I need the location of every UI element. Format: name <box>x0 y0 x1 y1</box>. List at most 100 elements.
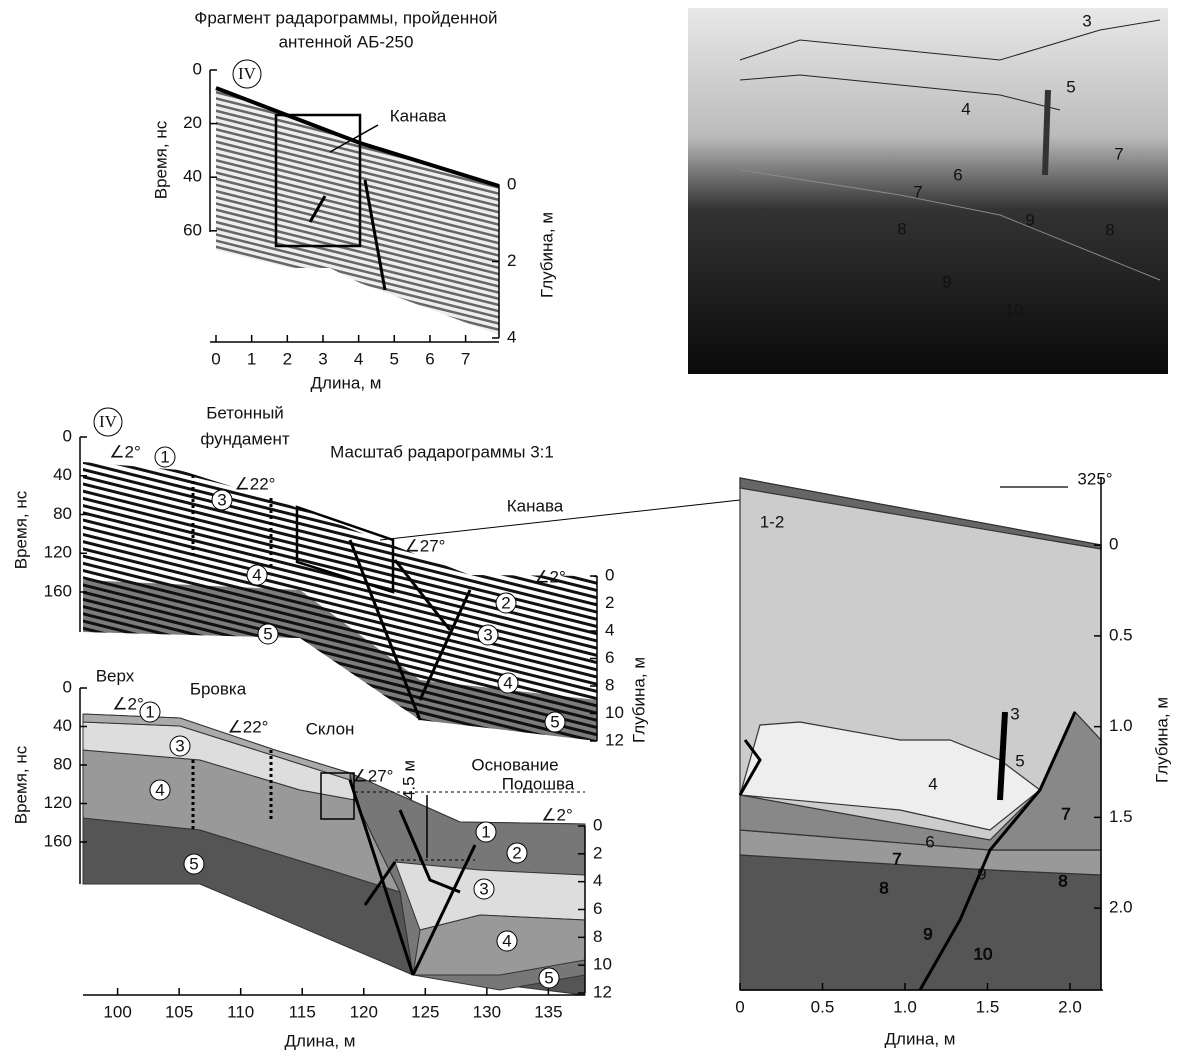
unit-circle <box>211 489 233 511</box>
y-tick-label: 8 <box>593 927 602 946</box>
x-tick-label: 105 <box>165 1002 193 1021</box>
unit-circle <box>139 701 161 723</box>
x-tick-label: 7 <box>461 349 470 368</box>
layer-label: 9 <box>1025 210 1034 229</box>
azimuth-label: 325° <box>1077 469 1112 488</box>
unit-label: 4 <box>503 673 512 692</box>
radargram <box>83 462 741 741</box>
angle-label: ∠2° <box>112 694 144 713</box>
layer-label: 5 <box>1066 77 1075 96</box>
annotation: 4.5 м <box>399 760 418 800</box>
y-tick-label: 10 <box>605 703 624 722</box>
axis-title: Время, нс <box>11 745 30 824</box>
annotation: Канава <box>390 106 447 125</box>
place-label: Верх <box>96 666 135 685</box>
x-tick-label: 2.0 <box>1058 997 1082 1016</box>
angle-label: ∠27° <box>405 536 446 555</box>
angle-label: ∠27° <box>353 766 394 785</box>
x-tick-label: 6 <box>425 349 434 368</box>
unit-label: 4 <box>252 565 261 584</box>
angle-label: ∠2° <box>109 442 141 461</box>
fragment-radargram <box>215 86 500 335</box>
layer-label: 7 <box>1114 144 1123 163</box>
x-tick-label: 135 <box>534 1002 562 1021</box>
y-tick-label: 12 <box>593 982 612 1001</box>
x-tick-label: 130 <box>473 1002 501 1021</box>
place-label: Подошва <box>502 774 575 793</box>
unit-label: 1 <box>160 447 169 466</box>
marker: IV <box>238 64 257 83</box>
axis-title: Глубина, м <box>629 657 648 743</box>
y-tick-label: 160 <box>44 831 72 850</box>
y-tick-label: 40 <box>53 465 72 484</box>
trench-photo <box>688 8 1168 374</box>
unit-circle <box>496 930 518 952</box>
unit-label: 3 <box>479 879 488 898</box>
trench-wall-section <box>738 477 1102 991</box>
layer-label: 9 <box>942 272 951 291</box>
layer-label: 7 <box>892 849 901 868</box>
layer-label: 9 <box>923 924 932 943</box>
title: антенной АБ-250 <box>279 32 414 51</box>
x-tick-label: 4 <box>354 349 363 368</box>
unit-circle <box>246 564 268 586</box>
annotation: Канава <box>507 496 564 515</box>
unit-label: 5 <box>550 712 559 731</box>
y-tick-label: 8 <box>605 675 614 694</box>
layer-label: 4 <box>928 774 937 793</box>
y-tick-label: 2 <box>507 251 516 270</box>
axis-title: Время, нс <box>11 490 30 569</box>
axis-title: Глубина, м <box>1152 697 1171 783</box>
unit-label: 3 <box>175 736 184 755</box>
y-tick-label: 40 <box>183 167 202 186</box>
y-tick-label: 0 <box>63 677 72 696</box>
y-tick-label: 120 <box>44 543 72 562</box>
x-tick-label: 100 <box>103 1002 131 1021</box>
y-tick-label: 40 <box>53 716 72 735</box>
annotation: фундамент <box>200 429 290 448</box>
y-tick-label: 80 <box>53 504 72 523</box>
unit-label: 5 <box>263 624 272 643</box>
unit-label: 2 <box>512 843 521 862</box>
layer-label: 8 <box>897 219 906 238</box>
unit-label: 1 <box>481 822 490 841</box>
x-tick-label: 110 <box>227 1002 254 1021</box>
unit-circle <box>154 446 176 468</box>
axis-title: Глубина, м <box>537 212 556 298</box>
unit-circle <box>257 623 279 645</box>
y-tick-label: 20 <box>183 113 202 132</box>
x-tick-label: 1.0 <box>893 997 917 1016</box>
x-tick-label: 0 <box>735 997 744 1016</box>
angle-label: ∠22° <box>235 474 276 493</box>
unit-label: 5 <box>544 968 553 987</box>
x-tick-label: 5 <box>390 349 399 368</box>
labels: Фрагмент радарограммы, пройденной антенно… <box>11 8 1171 1050</box>
layer-label: 6 <box>925 832 934 851</box>
layer-label: 10 <box>974 944 993 963</box>
y-tick-label: 12 <box>605 730 624 749</box>
x-tick-label: 2 <box>283 349 292 368</box>
y-tick-label: 0.5 <box>1109 625 1133 644</box>
y-tick-label: 6 <box>593 899 602 918</box>
x-tick-label: 0 <box>211 349 220 368</box>
unit-label: 3 <box>483 625 492 644</box>
y-tick-label: 0 <box>593 815 602 834</box>
x-tick-label: 1 <box>247 349 256 368</box>
y-tick-label: 4 <box>507 327 516 346</box>
layer-label: 1-2 <box>760 512 785 531</box>
angle-label: ∠22° <box>228 717 269 736</box>
unit-circle <box>169 735 191 757</box>
unit-circle <box>149 779 171 801</box>
y-tick-label: 6 <box>605 648 614 667</box>
axis-title: Время, нс <box>151 120 170 199</box>
unit-label: 3 <box>217 490 226 509</box>
unit-label: 1 <box>145 702 154 721</box>
layer-label: 3 <box>1010 704 1019 723</box>
marker-circle <box>232 59 262 89</box>
y-tick-label: 1.5 <box>1109 807 1133 826</box>
angle-label: ∠2° <box>541 805 573 824</box>
layer-label: 9 <box>977 864 986 883</box>
y-tick-label: 0 <box>63 426 72 445</box>
x-tick-label: 0.5 <box>811 997 835 1016</box>
